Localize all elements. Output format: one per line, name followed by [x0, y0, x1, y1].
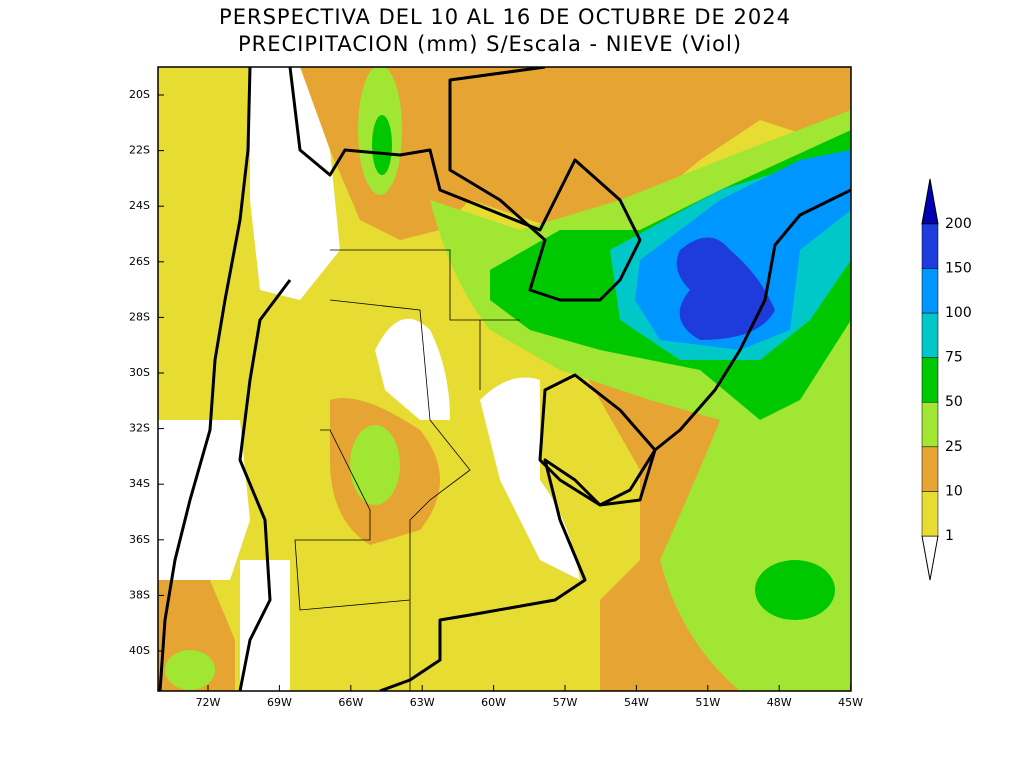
lat-label: 40S [129, 644, 150, 657]
lon-label: 45W [838, 696, 863, 709]
legend-label: 1 [945, 528, 954, 544]
lon-label: 51W [695, 696, 720, 709]
legend-label: 200 [945, 216, 972, 232]
legend-label: 150 [945, 260, 972, 276]
lon-label: 66W [338, 696, 363, 709]
lat-label: 30S [129, 366, 150, 379]
map-frame [157, 66, 852, 692]
legend-label: 25 [945, 439, 963, 455]
legend-swatch [921, 268, 939, 314]
legend-swatch [921, 491, 939, 537]
lat-label: 20S [129, 88, 150, 101]
title-line1: PERSPECTIVA DEL 10 AL 16 DE OCTUBRE DE 2… [219, 5, 791, 29]
legend-swatch [921, 223, 939, 269]
lon-label: 57W [553, 696, 578, 709]
lat-label: 26S [129, 255, 150, 268]
lon-label: 69W [267, 696, 292, 709]
lon-label: 63W [410, 696, 435, 709]
legend-swatch [921, 446, 939, 492]
lon-label: 60W [481, 696, 506, 709]
legend-swatch [921, 357, 939, 403]
lat-label: 22S [129, 144, 150, 157]
legend-under [921, 535, 939, 581]
legend-label: 50 [945, 394, 963, 410]
legend-label: 10 [945, 483, 963, 499]
lon-label: 72W [196, 696, 221, 709]
legend-label: 100 [945, 305, 972, 321]
legend-swatch [921, 401, 939, 448]
lon-label: 48W [767, 696, 792, 709]
legend-swatch [921, 312, 939, 358]
legend-label: 75 [945, 350, 963, 366]
legend-over [921, 178, 939, 225]
precip-field [158, 67, 851, 691]
lat-label: 36S [129, 533, 150, 546]
lat-label: 38S [129, 588, 150, 601]
lat-label: 32S [129, 422, 150, 435]
lon-label: 54W [624, 696, 649, 709]
lat-label: 28S [129, 310, 150, 323]
lat-label: 24S [129, 199, 150, 212]
title-line2: PRECIPITACION (mm) S/Escala - NIEVE (Vio… [238, 32, 742, 56]
lat-label: 34S [129, 477, 150, 490]
